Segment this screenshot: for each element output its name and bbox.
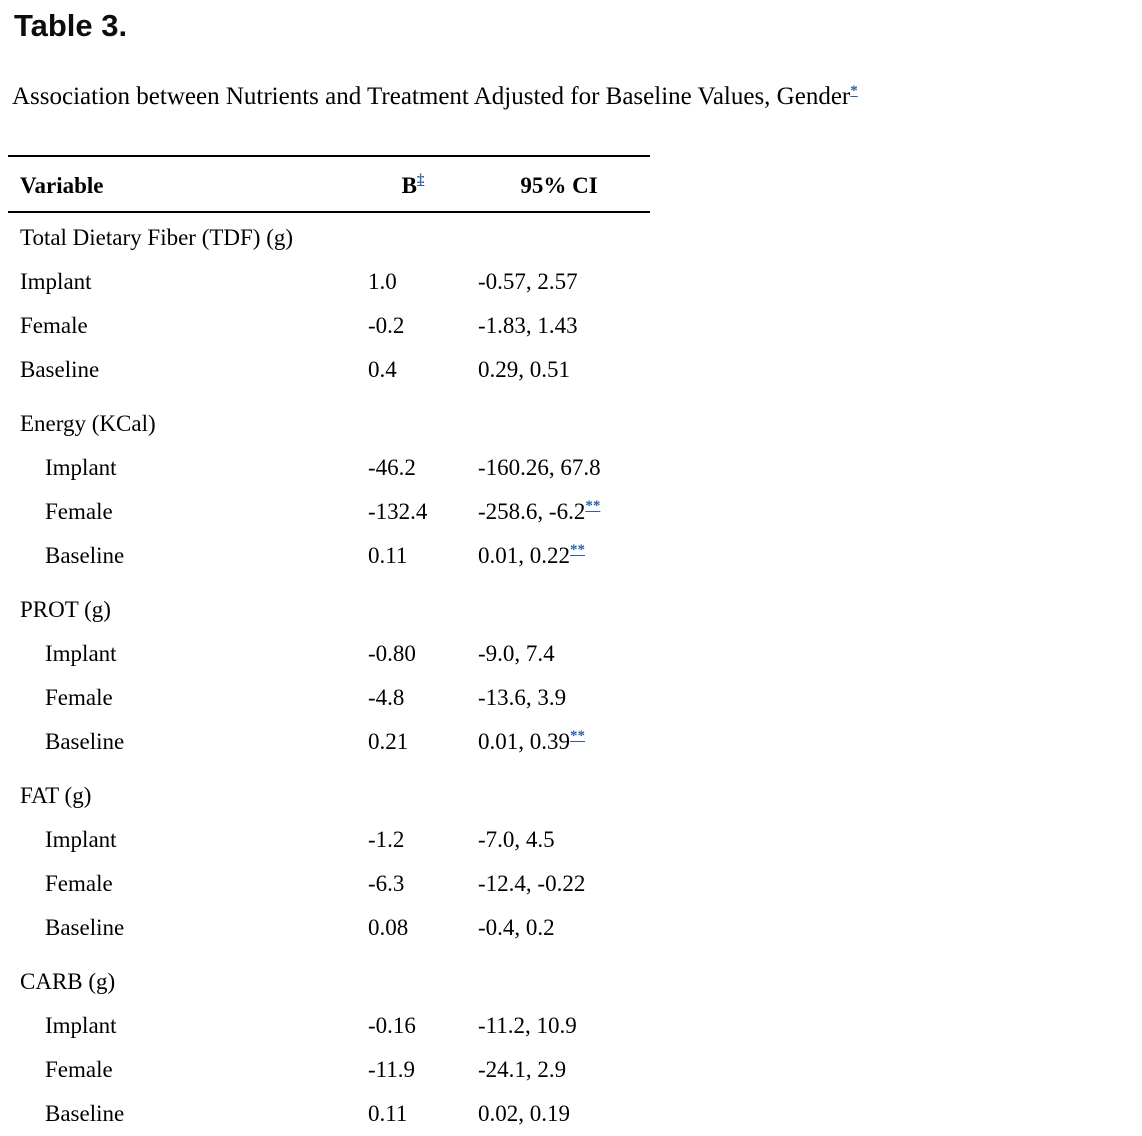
variable-cell: Baseline	[20, 357, 100, 382]
variable-cell: Female	[45, 1057, 113, 1082]
table-row: Female -0.2 -1.83, 1.43	[8, 304, 650, 348]
variable-cell: Baseline	[45, 1101, 125, 1126]
ci-value-cell: -12.4, -0.22	[478, 871, 586, 896]
column-header-ci: 95% CI	[520, 173, 598, 198]
table-row: Implant -46.2 -160.26, 67.8	[8, 446, 650, 490]
b-value-cell: 0.4	[368, 357, 397, 382]
table-label: Table 3.	[14, 8, 128, 43]
table-row: Female -4.8 -13.6, 3.9	[8, 676, 650, 720]
b-value-cell: -0.16	[368, 1013, 416, 1038]
table-row: Baseline 0.4 0.29, 0.51	[8, 348, 650, 392]
ci-value-cell: -160.26, 67.8	[478, 455, 601, 480]
footnote-link-double-asterisk[interactable]: **	[585, 498, 601, 514]
table-body: Total Dietary Fiber (TDF) (g) Implant 1.0 -…	[8, 212, 650, 1136]
table-row: Implant 1.0 -0.57, 2.57	[8, 260, 650, 304]
variable-cell: Female	[45, 685, 113, 710]
ci-value-cell: 0.02, 0.19	[478, 1101, 570, 1126]
table-caption: Association between Nutrients and Treatm…	[12, 82, 1142, 112]
ci-value-cell: -1.83, 1.43	[478, 313, 578, 338]
section-header: CARB (g)	[20, 969, 116, 994]
footnote-link-double-asterisk[interactable]: **	[570, 728, 585, 744]
b-value-cell: -1.2	[368, 827, 405, 852]
ci-value-cell: -7.0, 4.5	[478, 827, 555, 852]
variable-cell: Female	[45, 871, 113, 896]
b-value-cell: -11.9	[368, 1057, 416, 1082]
table-row: Baseline 0.21 0.01, 0.39**	[8, 720, 650, 764]
variable-cell: Female	[45, 499, 113, 524]
section-header-row: PROT (g)	[8, 578, 650, 632]
column-header-b: B‡	[401, 172, 425, 199]
ci-value-cell: 0.29, 0.51	[478, 357, 570, 382]
b-value-cell: 0.11	[368, 543, 408, 568]
table-header-row: Variable B‡ 95% CI	[8, 156, 650, 212]
b-value-cell: -132.4	[368, 499, 428, 524]
variable-cell: Implant	[45, 641, 117, 666]
variable-cell: Baseline	[45, 915, 125, 940]
b-value-cell: -46.2	[368, 455, 416, 480]
variable-cell: Baseline	[45, 543, 125, 568]
footnote-link-double-dagger[interactable]: ‡	[416, 172, 425, 188]
ci-value-cell: -0.4, 0.2	[478, 915, 555, 940]
table-row: Baseline 0.11 0.01, 0.22**	[8, 534, 650, 578]
section-header: FAT (g)	[20, 783, 92, 808]
b-value-cell: 0.21	[368, 729, 409, 754]
b-value-cell: 1.0	[368, 269, 397, 294]
section-header: Energy (KCal)	[20, 411, 156, 436]
variable-cell: Baseline	[45, 729, 125, 754]
table-row: Implant -0.80 -9.0, 7.4	[8, 632, 650, 676]
b-value-cell: -4.8	[368, 685, 405, 710]
b-value-cell: -0.2	[368, 313, 405, 338]
section-header-row: CARB (g)	[8, 950, 650, 1004]
results-table: Variable B‡ 95% CI Total Dietary Fiber (…	[8, 155, 650, 1136]
column-header-variable: Variable	[20, 173, 104, 198]
b-value-cell: -6.3	[368, 871, 405, 896]
section-header: PROT (g)	[20, 597, 111, 622]
ci-value-cell: -0.57, 2.57	[478, 269, 578, 294]
variable-cell: Female	[20, 313, 88, 338]
table-row: Baseline 0.08 -0.4, 0.2	[8, 906, 650, 950]
section-header-row: Energy (KCal)	[8, 392, 650, 446]
ci-value-cell: -24.1, 2.9	[478, 1057, 567, 1082]
b-value-cell: 0.08	[368, 915, 409, 940]
ci-value-cell: -13.6, 3.9	[478, 685, 567, 710]
footnote-link-asterisk[interactable]: *	[850, 83, 858, 99]
footnote-link-double-asterisk[interactable]: **	[570, 542, 585, 558]
table-header: Variable B‡ 95% CI	[8, 156, 650, 212]
ci-value-cell: -9.0, 7.4	[478, 641, 555, 666]
table-row: Implant -0.16 -11.2, 10.9	[8, 1004, 650, 1048]
variable-cell: Implant	[20, 269, 92, 294]
section-header-row: Total Dietary Fiber (TDF) (g)	[8, 212, 650, 260]
ci-value-cell: -11.2, 10.9	[478, 1013, 577, 1038]
table-caption-text: Association between Nutrients and Treatm…	[12, 83, 851, 110]
table-row: Baseline 0.11 0.02, 0.19	[8, 1092, 650, 1136]
table-row: Female -6.3 -12.4, -0.22	[8, 862, 650, 906]
table-row: Implant -1.2 -7.0, 4.5	[8, 818, 650, 862]
table-row: Female -11.9 -24.1, 2.9	[8, 1048, 650, 1092]
variable-cell: Implant	[45, 1013, 117, 1038]
section-header: Total Dietary Fiber (TDF) (g)	[20, 225, 294, 250]
variable-cell: Implant	[45, 827, 117, 852]
table-row: Female -132.4 -258.6, -6.2**	[8, 490, 650, 534]
ci-value-cell: 0.01, 0.22**	[478, 542, 585, 569]
variable-cell: Implant	[45, 455, 117, 480]
b-value-cell: 0.11	[368, 1101, 408, 1126]
section-header-row: FAT (g)	[8, 764, 650, 818]
ci-value-cell: 0.01, 0.39**	[478, 728, 585, 755]
b-value-cell: -0.80	[368, 641, 416, 666]
ci-value-cell: -258.6, -6.2**	[478, 498, 601, 525]
